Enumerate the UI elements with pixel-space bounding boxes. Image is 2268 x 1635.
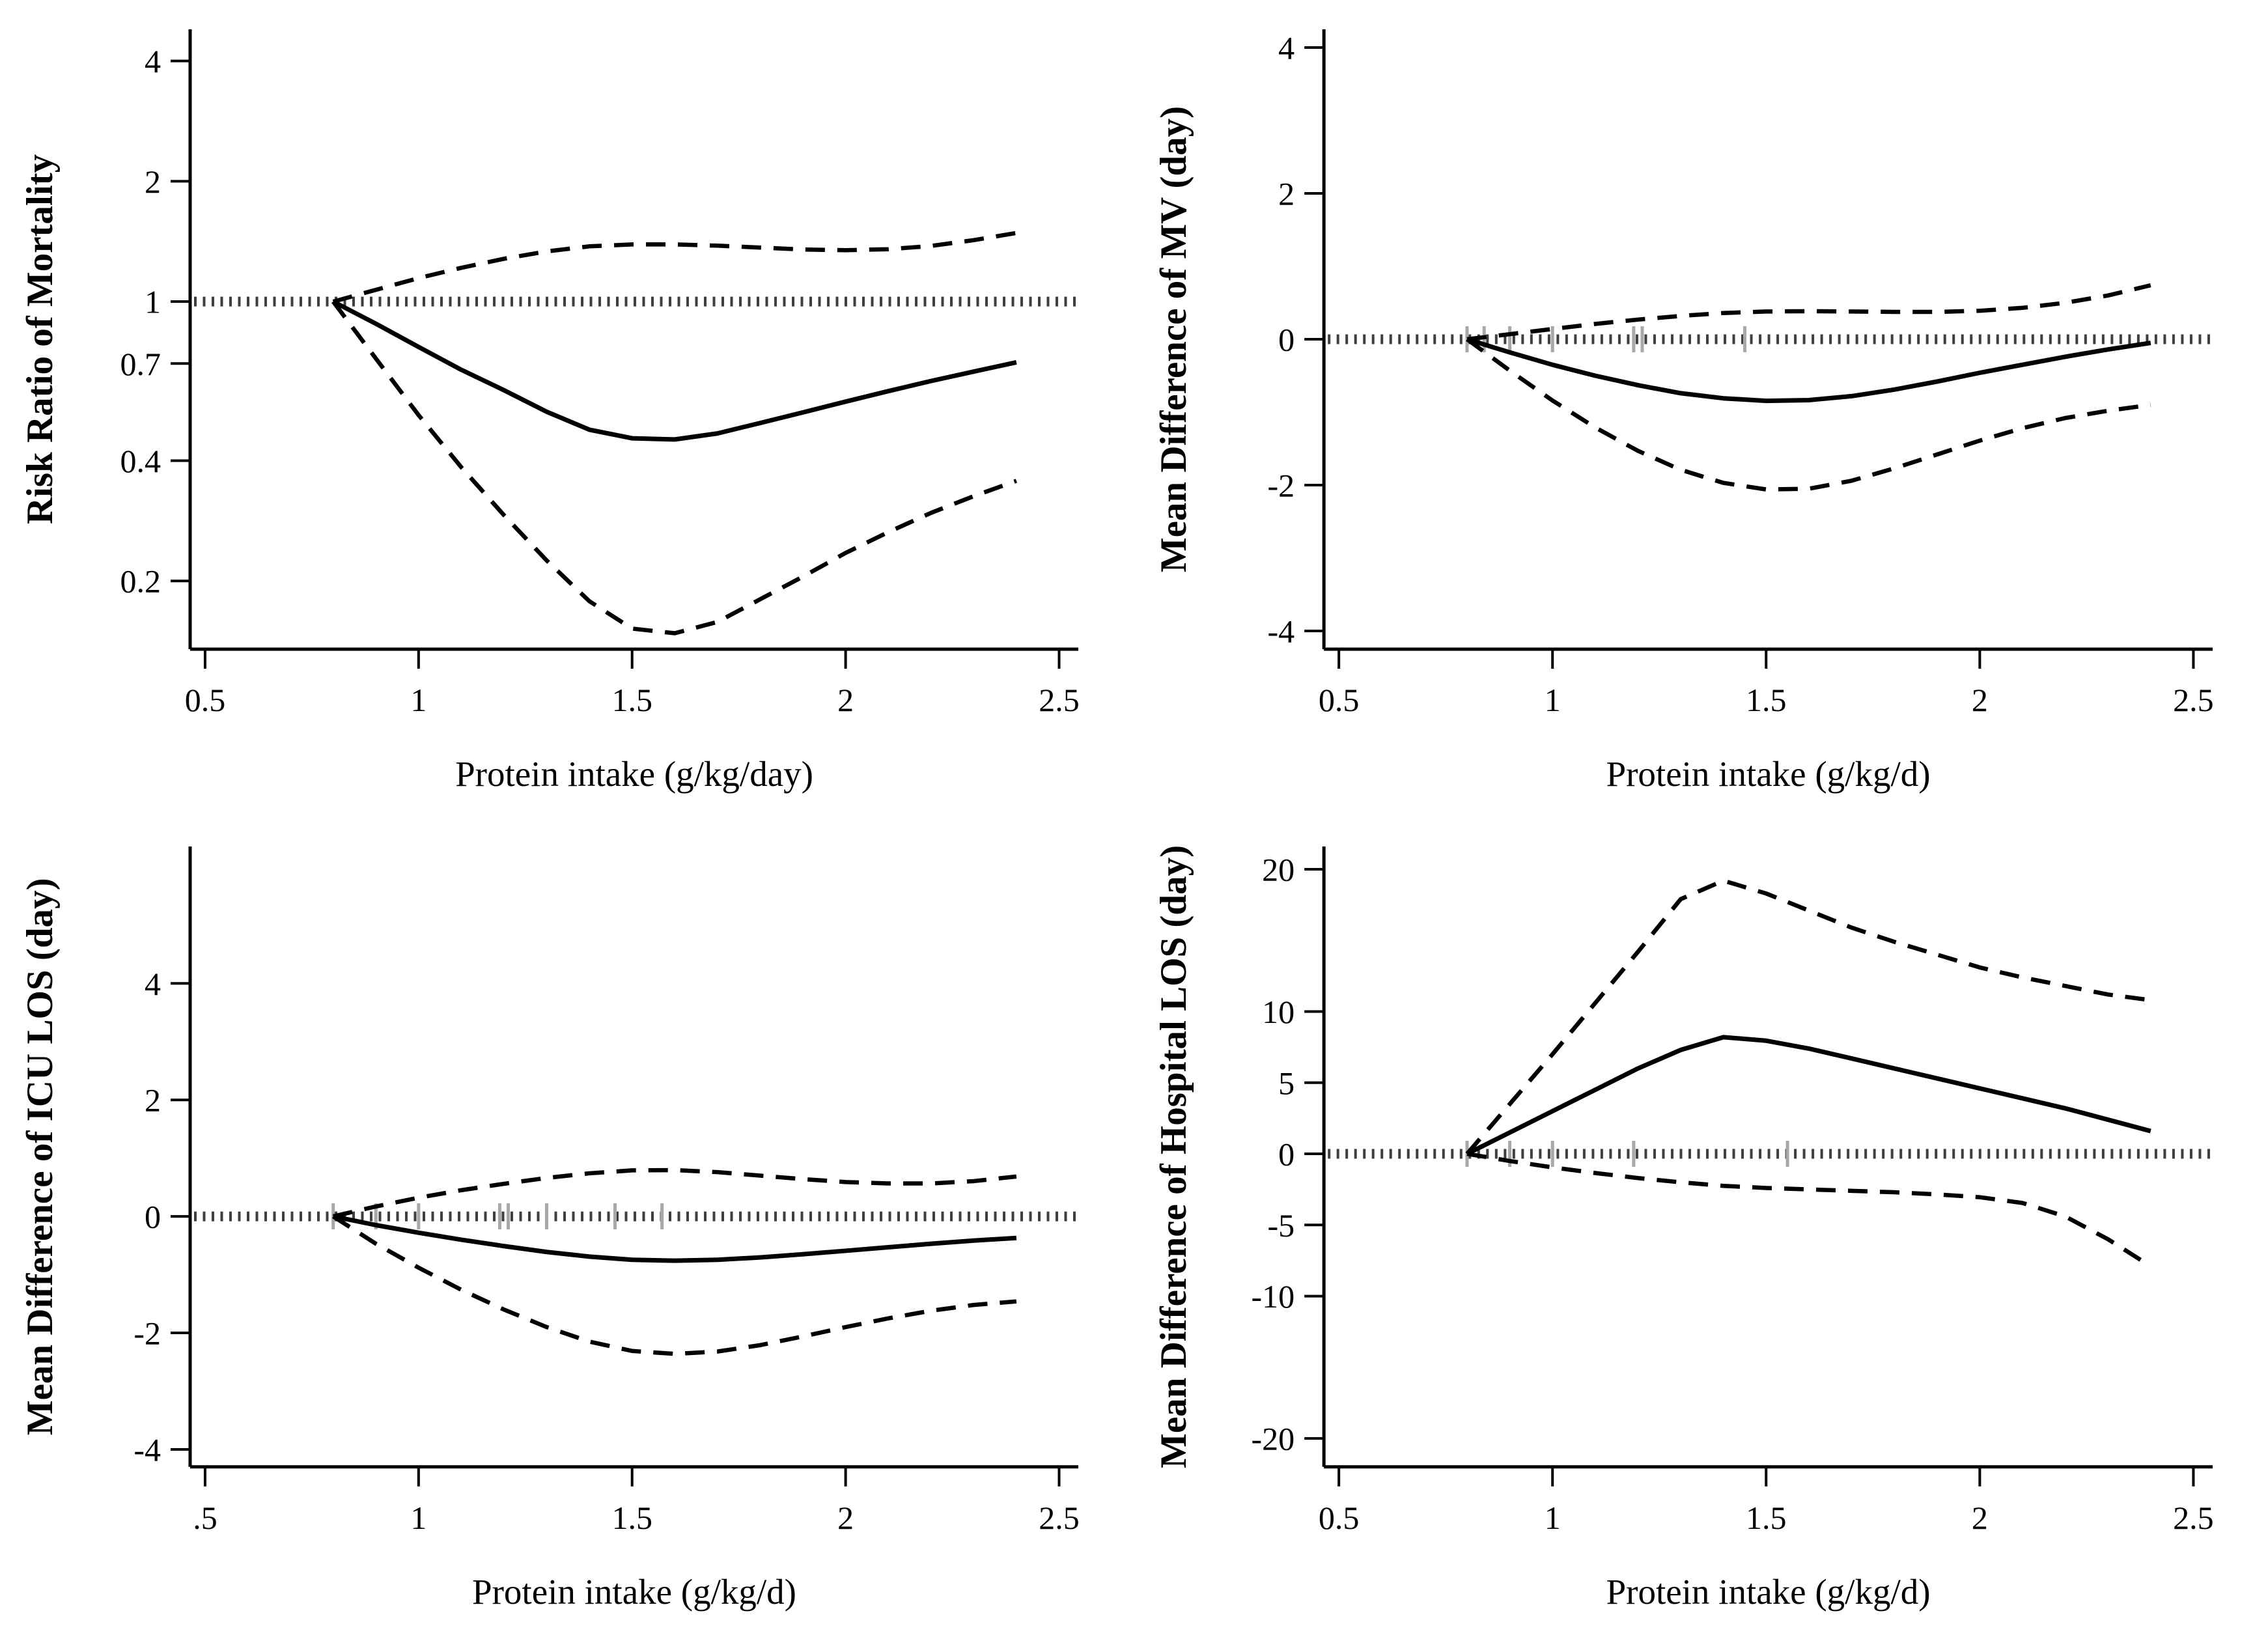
estimate-line bbox=[1466, 1035, 2151, 1156]
chart-mv-mean-difference: 0.5 1 1.5 2 2.5 4 2 0 -2 -4 Protein intake (g/kg/d… bbox=[1134, 0, 2268, 817]
mortality-chart-svg: 0.5 1 1.5 2 2.5 4 2 1 0.7 0.4 0.2 Protein intake (g… bbox=[20, 29, 1080, 794]
y-tick-label: 0 bbox=[145, 1199, 161, 1235]
mv-chart-svg: 0.5 1 1.5 2 2.5 4 2 0 -2 -4 Protein intake (g/kg/d… bbox=[1153, 29, 2214, 794]
y-tick-label: 10 bbox=[1262, 994, 1295, 1030]
y-axis-title: Risk Ratio of Mortality bbox=[20, 154, 61, 524]
y-tick-label: 1 bbox=[145, 284, 161, 320]
x-tick-label: 1.5 bbox=[611, 1500, 652, 1536]
y-tick-label: 0.4 bbox=[120, 443, 161, 479]
y-tick-label: 4 bbox=[145, 966, 161, 1002]
x-tick-label: 2.5 bbox=[1039, 1500, 1079, 1536]
chart-mortality-risk-ratio: 0.5 1 1.5 2 2.5 4 2 1 0.7 0.4 0.2 Protein intake (g… bbox=[0, 0, 1134, 817]
upper-ci-line bbox=[1465, 878, 2151, 1156]
upper-ci-line bbox=[332, 231, 1017, 304]
y-tick-label: -5 bbox=[1267, 1207, 1295, 1244]
x-tick-label: 1.5 bbox=[1746, 1500, 1787, 1536]
x-tick-label: 2 bbox=[1972, 682, 1988, 718]
y-tick-label: 4 bbox=[145, 43, 161, 79]
x-tick-label: 1 bbox=[410, 682, 427, 718]
y-tick-label: 0.2 bbox=[120, 563, 161, 600]
y-tick-label: -2 bbox=[133, 1315, 161, 1352]
estimate-line bbox=[332, 300, 1017, 442]
hospital-los-chart-svg: 0.5 1 1.5 2 2.5 20 10 5 0 -5 -10 -20 Protein intake … bbox=[1153, 845, 2214, 1612]
x-tick-label: 2 bbox=[1972, 1500, 1988, 1536]
x-tick-label: 2.5 bbox=[2173, 1500, 2214, 1536]
y-axis-title: Mean Difference of Hospital LOS (day) bbox=[1153, 845, 1194, 1468]
y-tick-label: 2 bbox=[145, 163, 161, 200]
icu-los-chart-svg: .5 1 1.5 2 2.5 4 2 0 -2 -4 Protein intake (g/kg/d)… bbox=[20, 846, 1080, 1612]
x-tick-label: 0.5 bbox=[1319, 682, 1360, 718]
lower-ci-line bbox=[331, 1214, 1017, 1356]
x-tick-label: .5 bbox=[193, 1500, 217, 1536]
upper-ci-line bbox=[1466, 283, 2151, 342]
x-tick-label: 2 bbox=[837, 1500, 854, 1536]
chart-icu-los-mean-difference: .5 1 1.5 2 2.5 4 2 0 -2 -4 Protein intake (g/kg/d)… bbox=[0, 817, 1134, 1635]
x-tick-label: 1 bbox=[1545, 682, 1561, 718]
lower-ci-line bbox=[331, 300, 1017, 636]
x-axis-title: Protein intake (g/kg/d) bbox=[1606, 1572, 1931, 1612]
y-tick-label: 20 bbox=[1262, 852, 1295, 888]
x-tick-label: 2 bbox=[837, 682, 854, 718]
rug-ticks bbox=[1465, 326, 1746, 352]
y-tick-label: -4 bbox=[1267, 613, 1295, 650]
upper-ci-line bbox=[332, 1167, 1017, 1219]
y-tick-label: 5 bbox=[1278, 1065, 1295, 1101]
x-axis-title: Protein intake (g/kg/day) bbox=[455, 754, 813, 794]
y-tick-label: 4 bbox=[1278, 30, 1295, 66]
y-tick-label: -2 bbox=[1267, 468, 1295, 504]
y-tick-label: 0.7 bbox=[120, 346, 161, 382]
x-axis-title: Protein intake (g/kg/d) bbox=[472, 1572, 796, 1612]
y-axis-title: Mean Difference of MV (day) bbox=[1153, 106, 1194, 572]
x-tick-label: 1.5 bbox=[611, 682, 652, 718]
estimate-line bbox=[332, 1214, 1017, 1263]
x-tick-label: 1.5 bbox=[1746, 682, 1787, 718]
lower-ci-line bbox=[1466, 1151, 2152, 1268]
x-tick-label: 0.5 bbox=[1319, 1500, 1360, 1536]
x-tick-label: 1 bbox=[410, 1500, 427, 1536]
chart-hospital-los-mean-difference: 0.5 1 1.5 2 2.5 20 10 5 0 -5 -10 -20 Protein intake … bbox=[1134, 817, 2268, 1635]
y-tick-label: -4 bbox=[133, 1431, 161, 1468]
x-tick-label: 2.5 bbox=[2173, 682, 2214, 718]
lower-ci-line bbox=[1466, 337, 2151, 492]
y-axis-title: Mean Difference of ICU LOS (day) bbox=[20, 878, 61, 1435]
x-tick-label: 1 bbox=[1545, 1500, 1561, 1536]
x-tick-label: 0.5 bbox=[185, 682, 226, 718]
y-tick-label: 0 bbox=[1278, 1136, 1295, 1173]
y-tick-label: 0 bbox=[1278, 322, 1295, 358]
y-tick-label: -10 bbox=[1251, 1278, 1295, 1315]
estimate-line bbox=[1466, 337, 2151, 404]
y-tick-label: 2 bbox=[1278, 176, 1295, 212]
y-tick-label: 2 bbox=[145, 1082, 161, 1119]
x-axis-title: Protein intake (g/kg/d) bbox=[1606, 754, 1931, 794]
x-tick-label: 2.5 bbox=[1039, 682, 1080, 718]
y-tick-label: -20 bbox=[1251, 1421, 1295, 1457]
